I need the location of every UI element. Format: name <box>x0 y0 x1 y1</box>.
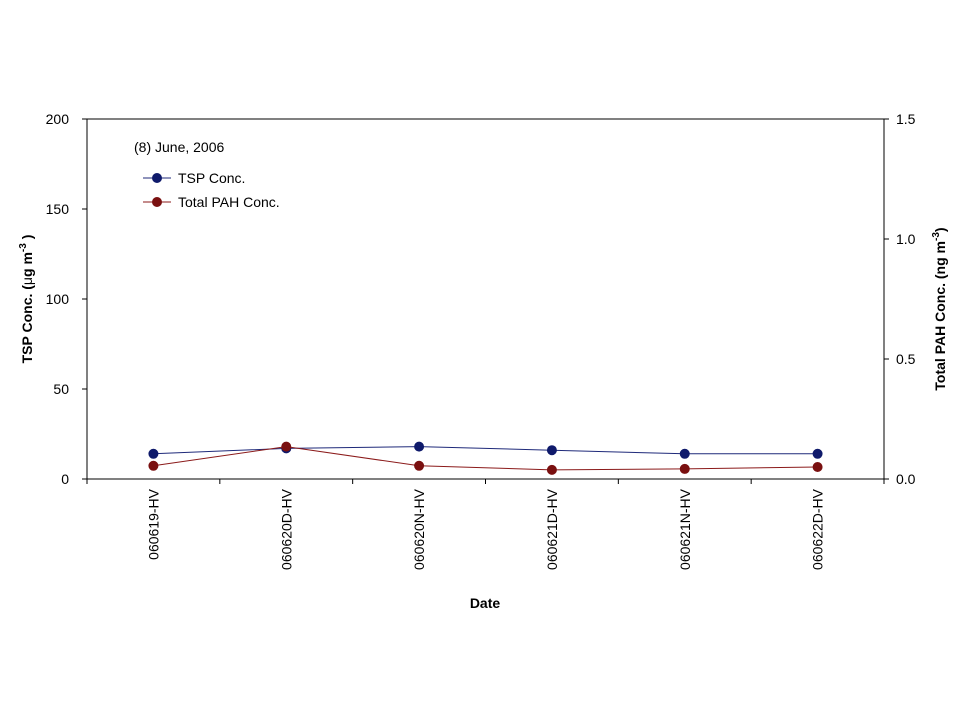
legend-marker <box>152 197 162 207</box>
series-point <box>148 448 159 459</box>
legend-label: Total PAH Conc. <box>178 194 280 210</box>
series-point <box>812 448 823 459</box>
x-tick-label: 060621D-HV <box>544 488 560 570</box>
x-tick-label: 060619-HV <box>145 488 161 559</box>
legend-label: TSP Conc. <box>178 170 245 186</box>
series-point <box>546 464 557 475</box>
series-point <box>414 460 425 471</box>
y-axis-title-right: Total PAH Conc. (ng m-3) <box>931 227 948 390</box>
x-tick-label: 060620N-HV <box>411 488 427 570</box>
right-tick-label: 0.0 <box>896 471 916 487</box>
right-tick-label: 1.5 <box>896 111 916 127</box>
y-axis-title-left: TSP Conc. (μg m-3 ) <box>18 235 35 364</box>
series-line <box>153 446 818 471</box>
x-axis-title: Date <box>470 595 501 611</box>
legend-marker <box>152 173 162 183</box>
left-tick-label: 200 <box>46 111 70 127</box>
left-tick-label: 0 <box>61 471 69 487</box>
series-point <box>546 445 557 456</box>
series-point <box>281 441 292 452</box>
left-tick-label: 150 <box>46 201 70 217</box>
x-tick-label: 060622D-HV <box>810 488 826 570</box>
x-tick-label: 060621N-HV <box>677 488 693 570</box>
series-point <box>148 460 159 471</box>
right-tick-label: 1.0 <box>896 231 916 247</box>
series-point <box>679 448 690 459</box>
chart-annotation: (8) June, 2006 <box>134 139 224 155</box>
left-tick-label: 50 <box>53 381 69 397</box>
series-point <box>679 463 690 474</box>
right-tick-label: 0.5 <box>896 351 916 367</box>
x-tick-label: 060620D-HV <box>278 488 294 570</box>
series-point <box>812 462 823 472</box>
left-tick-label: 100 <box>46 291 70 307</box>
series-point <box>414 441 425 452</box>
series-line <box>153 446 818 455</box>
